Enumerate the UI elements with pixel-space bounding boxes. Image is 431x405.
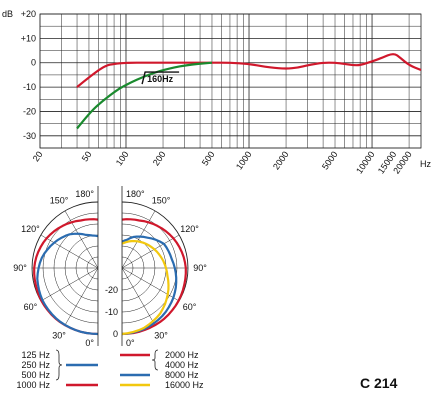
radial-label: -10: [105, 307, 118, 317]
polar-curve-right-0: [121, 218, 187, 336]
angle-label: 180°: [126, 189, 145, 199]
angle-label: 30°: [154, 331, 168, 341]
y-tick-label: +20: [21, 9, 36, 19]
legend-right-label: 2000 Hz: [165, 350, 199, 360]
legend-left-label: 125 Hz: [21, 350, 50, 360]
x-tick-label: 20: [31, 149, 45, 163]
x-tick-label: 50: [80, 149, 94, 163]
polar-curve-right-1: [121, 235, 178, 336]
freq-plot-area: [39, 13, 422, 149]
y-tick-label: +10: [21, 33, 36, 43]
x-tick-label: 1000: [234, 149, 254, 171]
freq-series-line-0: [76, 53, 422, 88]
y-tick-label: -30: [23, 131, 36, 141]
angle-label: 150°: [50, 195, 69, 205]
polar-spoke: [121, 267, 156, 326]
y-tick-label: -10: [23, 82, 36, 92]
legend-left-brace: [55, 349, 63, 381]
polar-spoke: [121, 234, 180, 269]
freq-series-line-1: [76, 61, 213, 130]
polar-curve-right-2: [121, 240, 170, 336]
x-tick-label: 5000: [320, 149, 340, 171]
radial-label: -20: [105, 285, 118, 295]
legend-left-label: 500 Hz: [21, 370, 50, 380]
y-tick-label: 0: [31, 58, 36, 68]
angle-label: 60°: [183, 302, 197, 312]
polar-pattern-chart: 180° 180° 150° 150° 120° 120° 90° 90° 60° 60° 30° 3…: [13, 186, 207, 348]
polar-spoke: [40, 267, 99, 302]
angle-label: 30°: [52, 331, 66, 341]
legend-left-label: 250 Hz: [21, 360, 50, 370]
polar-labels: 180° 180° 150° 150° 120° 120° 90° 90° 60° 60° 30° 3…: [13, 189, 207, 348]
annotation-label: 160Hz: [147, 74, 174, 84]
legend-right-label: 16000 Hz: [165, 380, 204, 390]
angle-label: 0°: [126, 338, 135, 348]
polar-spoke: [64, 267, 99, 326]
angle-label: 90°: [13, 263, 27, 273]
angle-label: 120°: [21, 224, 40, 234]
freq-series: [76, 53, 422, 130]
polar-curve-left-1: [36, 232, 99, 336]
legend-right-label: 4000 Hz: [165, 360, 199, 370]
freq-grid: [39, 13, 421, 149]
x-unit-label: Hz: [420, 159, 431, 169]
y-unit-label: dB: [2, 9, 13, 19]
legend-right-brace: [151, 349, 159, 371]
x-tick-label: 2000: [271, 149, 291, 171]
annotation-marker: [141, 71, 180, 85]
x-tick-label: 100: [114, 149, 131, 167]
x-tick-label: 500: [200, 149, 217, 167]
polar-spoke: [121, 267, 180, 302]
polar-spoke: [64, 210, 99, 269]
x-tick-label: 10000: [354, 149, 377, 175]
angle-label: 120°: [180, 224, 199, 234]
angle-label: 150°: [152, 195, 171, 205]
angle-label: 60°: [24, 302, 38, 312]
angle-label: 90°: [193, 263, 207, 273]
x-tick-label: 200: [151, 149, 168, 167]
angle-label: 180°: [75, 189, 94, 199]
y-tick-label: -20: [23, 106, 36, 116]
frequency-response-chart: +20 +10 0 -10 -20 -30 20 50 100 200 500 1000 2000 50…: [2, 9, 431, 176]
polar-spoke: [121, 210, 156, 269]
polar-left-half: [31, 201, 99, 336]
angle-label: 0°: [85, 338, 94, 348]
model-label: C 214: [360, 375, 398, 391]
freq-annotation: 160Hz: [141, 71, 180, 85]
polar-center-strip: [98, 186, 122, 346]
polar-spoke: [40, 234, 99, 269]
freq-y-ticks: +20 +10 0 -10 -20 -30: [21, 9, 36, 141]
legend-right-label: 8000 Hz: [165, 370, 199, 380]
legend-left-label: 1000 Hz: [16, 380, 50, 390]
polar-right-half: [121, 201, 189, 336]
radial-label: 0: [113, 329, 118, 339]
